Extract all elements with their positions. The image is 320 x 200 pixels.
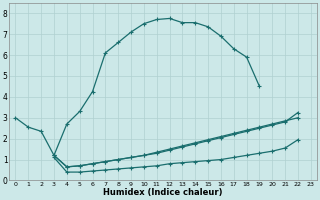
- X-axis label: Humidex (Indice chaleur): Humidex (Indice chaleur): [103, 188, 223, 197]
